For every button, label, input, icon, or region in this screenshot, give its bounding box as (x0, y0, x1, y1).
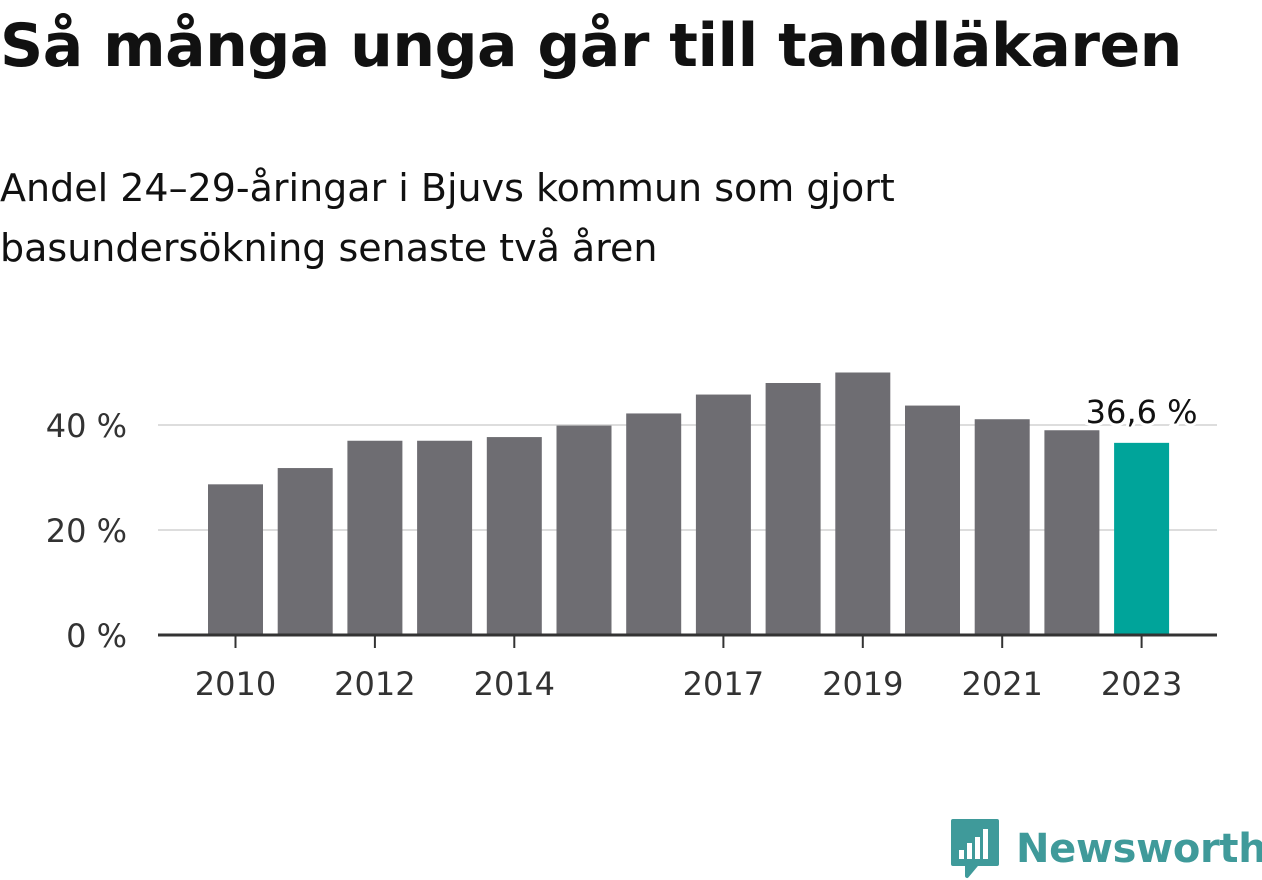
x-tick-label: 2010 (195, 665, 276, 703)
bar-2017 (695, 394, 751, 635)
bar-chart-badge-icon (951, 819, 999, 878)
chart-title: Så många unga går till tandläkaren (0, 11, 1182, 81)
bar-2011 (277, 468, 333, 635)
bar-2023 (1114, 442, 1170, 635)
bar-2022 (1044, 430, 1100, 635)
bar-2010 (208, 484, 263, 635)
x-tick-label: 2014 (474, 665, 555, 703)
bar-2014 (486, 437, 542, 635)
grid-lines (158, 424, 1217, 531)
y-tick-label: 20 % (46, 512, 127, 550)
x-tick-label: 2012 (334, 665, 415, 703)
x-axis-ticks: 2010 2012 2014 2017 2019 2021 2023 (195, 635, 1182, 703)
data-labels: 36,6 % (1083, 390, 1201, 434)
bar-chart: 0 % 20 % 40 % 2010 2012 2014 2017 2019 2021 2023… (46, 372, 1217, 703)
chart-subtitle: Andel 24–29-åringar i Bjuvs kommun som g… (0, 166, 895, 270)
y-tick-label: 0 % (66, 617, 127, 655)
bar-2016 (626, 413, 682, 635)
x-tick-label: 2021 (961, 665, 1042, 703)
x-tick-label: 2017 (683, 665, 764, 703)
bar-2012 (347, 440, 403, 635)
bar-2013 (417, 440, 473, 635)
bar-2015 (556, 425, 612, 635)
y-axis-tick-labels: 0 % 20 % 40 % (46, 407, 127, 655)
bar-2018 (765, 383, 821, 635)
y-tick-label: 40 % (46, 407, 127, 445)
brand-name: Newsworthy (1016, 826, 1262, 872)
highlight-value-label: 36,6 % (1086, 393, 1198, 431)
x-tick-label: 2023 (1101, 665, 1182, 703)
brand-logo: Newsworthy (950, 818, 1262, 880)
x-tick-label: 2019 (822, 665, 903, 703)
bar-2019 (835, 372, 891, 635)
bars (208, 372, 1170, 635)
bar-2021 (974, 419, 1030, 635)
bar-2020 (905, 405, 960, 635)
